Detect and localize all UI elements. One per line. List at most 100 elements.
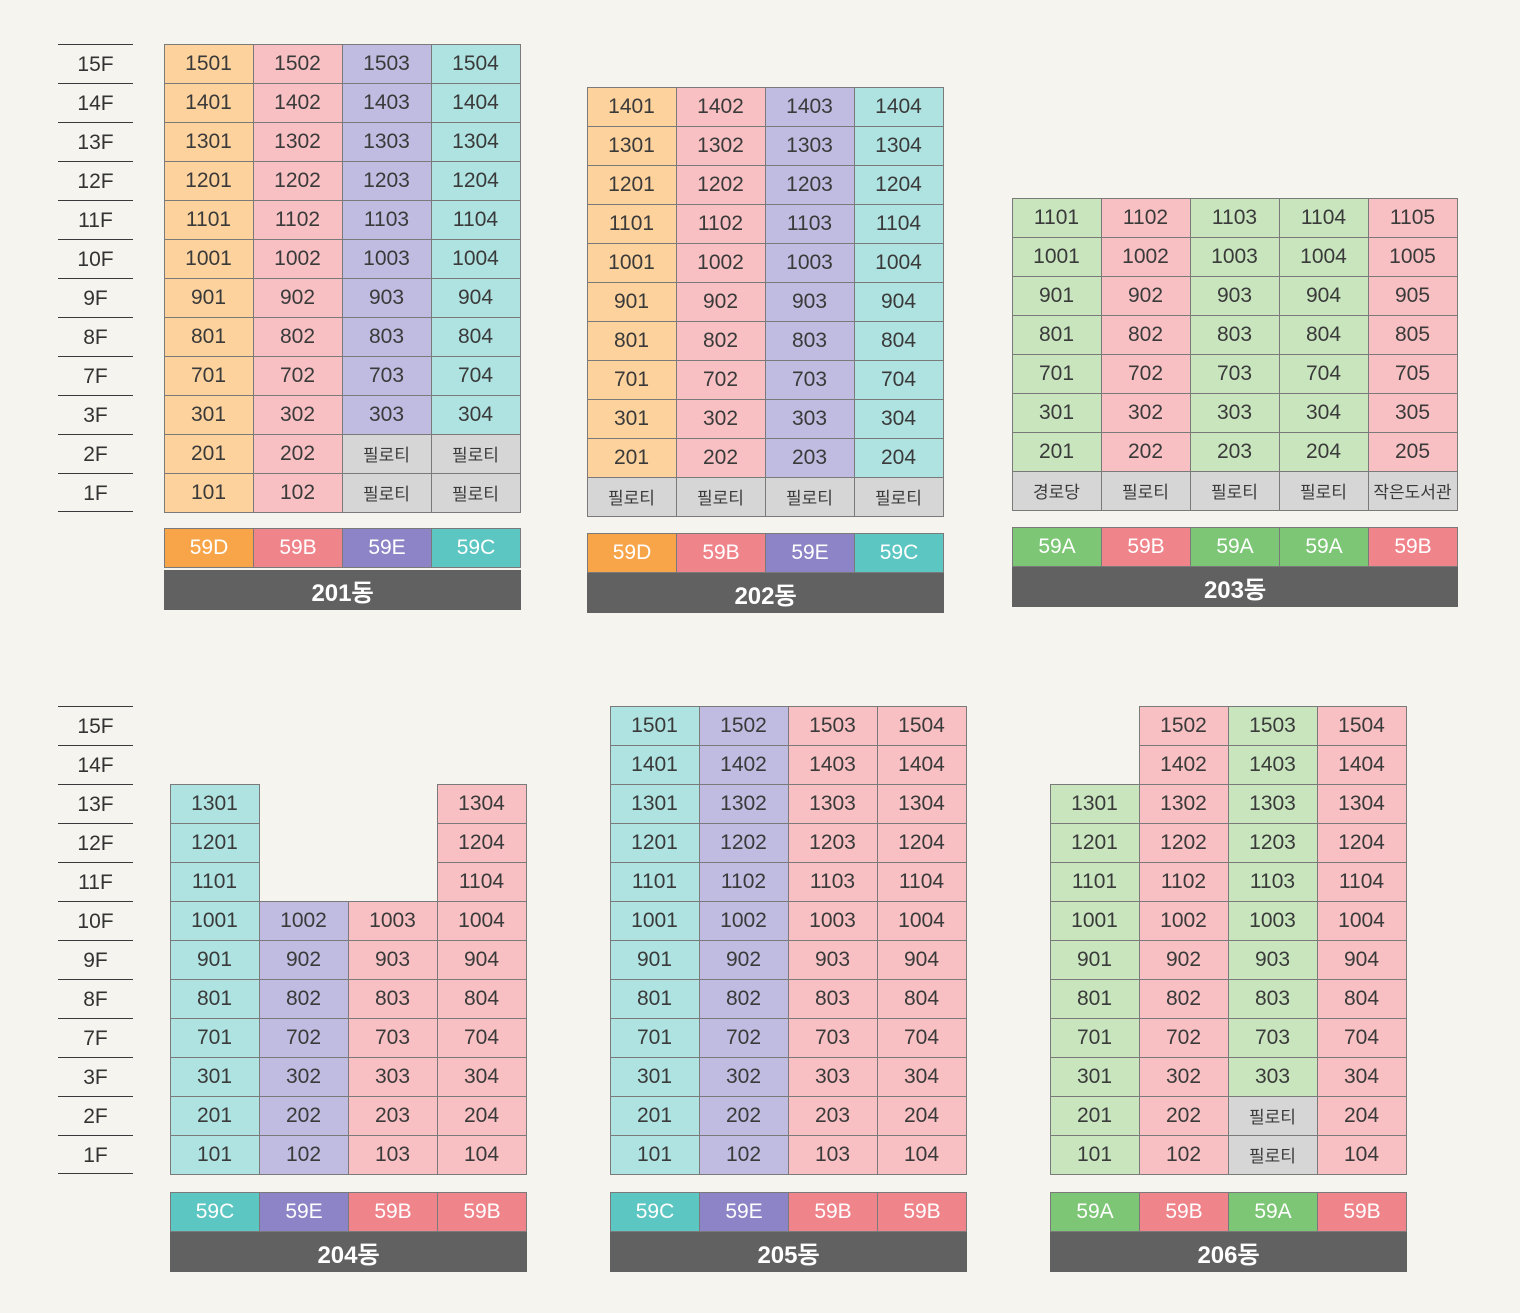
unit-cell: 1002 (1100, 236, 1191, 277)
unit-cell: 1404 (853, 86, 944, 127)
unit-cell: 1105 (1367, 197, 1458, 238)
unit-cell: 703 (787, 1017, 878, 1058)
unit-cell: 1302 (698, 783, 789, 824)
unit-cell: 1101 (169, 861, 260, 902)
unit-cell: 1304 (853, 125, 944, 166)
unit-cell: 1503 (1227, 705, 1318, 746)
unit-cell: 303 (341, 394, 432, 435)
unit-cell: 201 (169, 1095, 260, 1136)
floor-label: 15F (58, 44, 133, 83)
unit-cell: 1102 (252, 199, 343, 240)
unit-cell: 1202 (1138, 822, 1229, 863)
unit-cell: 1203 (1227, 822, 1318, 863)
unit-cell: 1501 (163, 43, 254, 84)
unit-cell: 701 (586, 359, 677, 400)
unit-cell: 302 (1100, 392, 1191, 433)
unit-cell: 1503 (341, 43, 432, 84)
unit-cell: 1201 (586, 164, 677, 205)
unit-cell: 902 (1138, 939, 1229, 980)
unit-type-label: 59C (610, 1192, 700, 1232)
unit-cell: 205 (1367, 431, 1458, 472)
unit-cell: 1303 (787, 783, 878, 824)
floor-labels-top: 15F 14F 13F 12F 11F 10F 9F 8F 7F 3F 2F 1… (58, 44, 133, 512)
unit-cell: 203 (1189, 431, 1280, 472)
unit-cell: 204 (876, 1095, 967, 1136)
unit-cell: 903 (787, 939, 878, 980)
unit-cell: 903 (347, 939, 438, 980)
unit-cell: 1303 (764, 125, 855, 166)
unit-cell: 1201 (169, 822, 260, 863)
unit-cell: 804 (876, 978, 967, 1019)
unit-cell: 1202 (252, 160, 343, 201)
unit-cell: 1204 (853, 164, 944, 205)
unit-cell: 1103 (1189, 197, 1280, 238)
unit-type-label: 59C (854, 533, 944, 573)
unit-cell: 1102 (675, 203, 766, 244)
unit-cell: 1004 (1278, 236, 1369, 277)
floor-label: 2F (58, 434, 133, 473)
unit-type-label: 59E (699, 1192, 789, 1232)
unit-cell: 1002 (252, 238, 343, 279)
unit-cell: 104 (436, 1134, 527, 1175)
unit-cell: 1004 (876, 900, 967, 941)
unit-cell: 1402 (675, 86, 766, 127)
unit-cell: 805 (1367, 314, 1458, 355)
unit-cell: 101 (609, 1134, 700, 1175)
floor-label: 7F (58, 1018, 133, 1057)
floor-label: 11F (58, 200, 133, 239)
unit-cell: 1402 (698, 744, 789, 785)
unit-cell: 704 (430, 355, 521, 396)
unit-type-label: 59A (1050, 1192, 1140, 1232)
unit-cell: 1302 (252, 121, 343, 162)
unit-cell: 1103 (764, 203, 855, 244)
floor-label: 9F (58, 278, 133, 317)
unit-cell: 704 (1278, 353, 1369, 394)
unit-cell: 801 (1049, 978, 1140, 1019)
unit-cell: 702 (258, 1017, 349, 1058)
special-unit-cell: 필로티 (1100, 470, 1191, 511)
unit-cell: 303 (1227, 1056, 1318, 1097)
unit-type-label: 59B (253, 528, 343, 568)
unit-cell: 1101 (586, 203, 677, 244)
unit-cell: 202 (675, 437, 766, 478)
unit-cell: 804 (436, 978, 527, 1019)
unit-cell: 701 (163, 355, 254, 396)
unit-cell: 701 (1049, 1017, 1140, 1058)
unit-cell: 703 (1227, 1017, 1318, 1058)
unit-cell: 1401 (609, 744, 700, 785)
unit-cell: 302 (258, 1056, 349, 1097)
unit-cell: 1402 (1138, 744, 1229, 785)
unit-cell: 303 (1189, 392, 1280, 433)
unit-cell: 703 (347, 1017, 438, 1058)
unit-cell: 703 (764, 359, 855, 400)
unit-cell: 203 (347, 1095, 438, 1136)
unit-cell: 1002 (675, 242, 766, 283)
unit-cell: 1502 (252, 43, 343, 84)
unit-cell: 703 (1189, 353, 1280, 394)
unit-cell: 901 (1011, 275, 1102, 316)
unit-cell: 802 (698, 978, 789, 1019)
special-unit-cell: 필로티 (430, 433, 521, 474)
unit-cell: 904 (853, 281, 944, 322)
unit-cell: 1504 (876, 705, 967, 746)
unit-cell: 202 (698, 1095, 789, 1136)
unit-cell: 1002 (1138, 900, 1229, 941)
unit-type-label: 59B (1368, 527, 1458, 567)
floor-label: 7F (58, 356, 133, 395)
building-name-label: 202동 (587, 573, 944, 613)
unit-cell: 1003 (787, 900, 878, 941)
unit-cell: 1005 (1367, 236, 1458, 277)
unit-cell: 1001 (169, 900, 260, 941)
building-name-label: 205동 (610, 1232, 967, 1272)
unit-cell: 201 (163, 433, 254, 474)
unit-cell: 1304 (436, 783, 527, 824)
unit-type-label: 59B (877, 1192, 967, 1232)
unit-cell: 901 (169, 939, 260, 980)
unit-type-label: 59A (1012, 527, 1102, 567)
unit-cell: 1003 (341, 238, 432, 279)
building-name-label: 203동 (1012, 567, 1458, 607)
unit-cell: 1001 (1011, 236, 1102, 277)
special-unit-cell: 경로당 (1011, 470, 1102, 511)
unit-cell: 701 (1011, 353, 1102, 394)
unit-type-label: 59B (1139, 1192, 1229, 1232)
